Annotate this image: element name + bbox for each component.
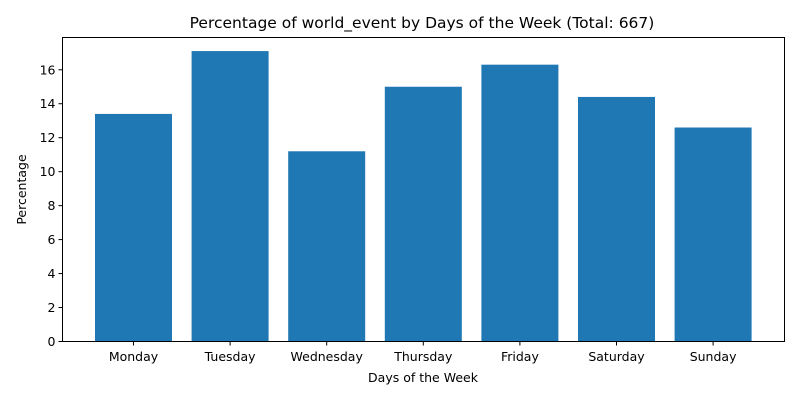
bars-group xyxy=(95,51,752,342)
x-tick-label-wednesday: Wednesday xyxy=(291,349,364,364)
x-axis: Monday Tuesday Wednesday Thursday Friday Satu… xyxy=(109,341,737,364)
x-tick-label-sunday: Sunday xyxy=(690,349,737,364)
bar-monday xyxy=(95,113,172,342)
bar-friday xyxy=(481,64,559,342)
plot-area xyxy=(62,37,785,342)
bar-wednesday xyxy=(288,151,366,342)
bar-saturday xyxy=(578,96,655,342)
y-axis-label: Percentage xyxy=(14,154,29,225)
y-tick-label-4: 4 xyxy=(48,266,56,281)
y-axis: 0 2 4 6 8 10 12 14 16 xyxy=(40,62,63,349)
y-tick-label-12: 12 xyxy=(40,130,56,145)
x-tick-label-thursday: Thursday xyxy=(393,349,453,364)
y-tick-label-10: 10 xyxy=(40,164,56,179)
y-tick-label-2: 2 xyxy=(48,300,56,315)
bar-sunday xyxy=(674,127,752,342)
bar-tuesday xyxy=(191,51,269,342)
x-tick-label-tuesday: Tuesday xyxy=(204,349,256,364)
x-tick-label-monday: Monday xyxy=(109,349,159,364)
x-axis-label: Days of the Week xyxy=(368,370,479,385)
x-tick-label-friday: Friday xyxy=(501,349,539,364)
y-tick-label-14: 14 xyxy=(40,96,56,111)
y-tick-label-6: 6 xyxy=(48,232,56,247)
chart-title: Percentage of world_event by Days of the… xyxy=(190,14,655,33)
x-tick-label-saturday: Saturday xyxy=(588,349,645,364)
y-tick-label-8: 8 xyxy=(48,198,56,213)
bar-thursday xyxy=(384,86,462,342)
y-tick-label-16: 16 xyxy=(40,62,56,77)
y-tick-label-0: 0 xyxy=(48,334,56,349)
